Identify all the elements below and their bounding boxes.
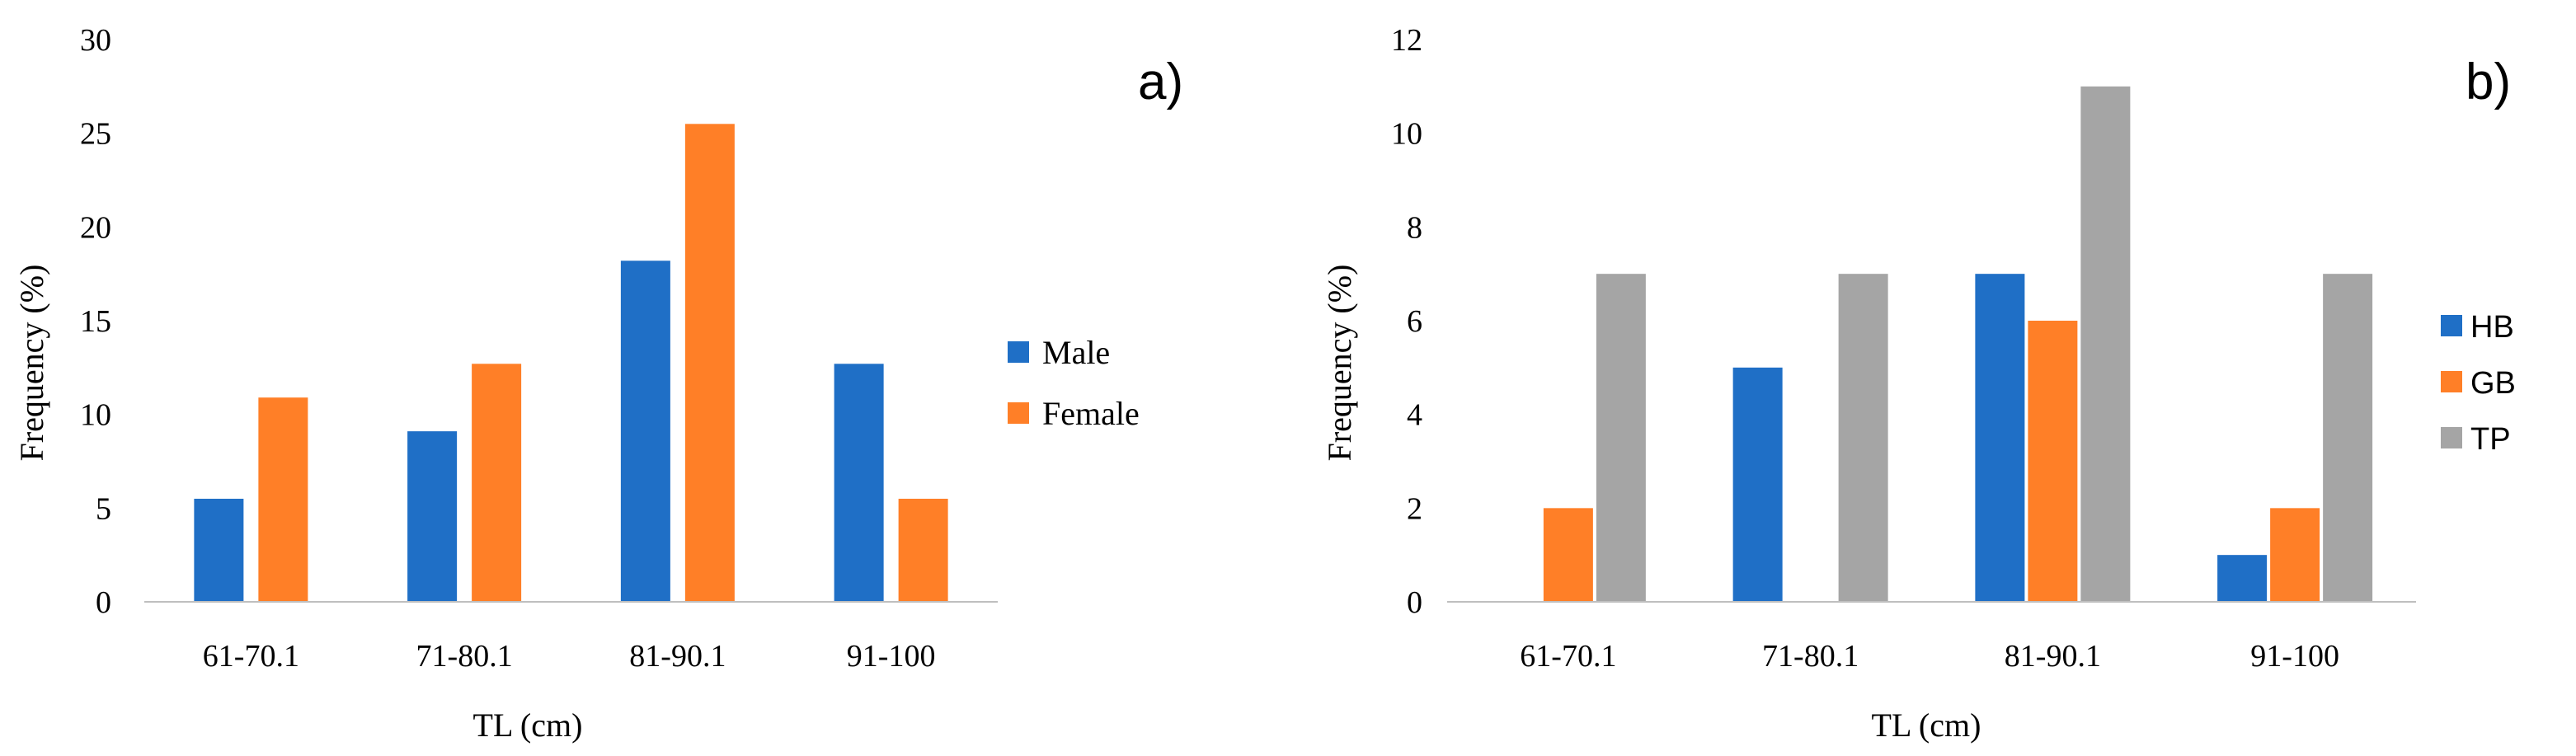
bar-female-91-100 — [898, 498, 948, 602]
x-axis-title-b: TL (cm) — [1872, 707, 1981, 744]
y-tick-label: 10 — [80, 398, 111, 433]
x-category-label: 61-70.1 — [1520, 639, 1616, 674]
legend-swatch-male — [1008, 341, 1029, 363]
x-categories-b: 61-70.1 71-80.1 81-90.1 91-100 — [1520, 639, 2339, 674]
y-tick-label: 0 — [96, 585, 111, 620]
y-ticks-a: 0 5 10 15 20 25 30 — [80, 23, 111, 620]
legend-a: Male Female — [1008, 334, 1140, 432]
legend-label-male: Male — [1042, 334, 1110, 371]
bar-female-71-80.1 — [472, 364, 522, 602]
legend-label-tp: TP — [2470, 422, 2511, 457]
bar-gb-91-100 — [2270, 508, 2320, 602]
panel-label-a: a) — [1138, 54, 1183, 110]
legend-label-gb: GB — [2470, 366, 2516, 401]
y-axis-title-a: Frequency (%) — [13, 265, 50, 462]
chart-panel-a: a) Frequency (%) TL (cm) 0 5 10 15 20 25 30 61… — [13, 23, 1183, 744]
bar-male-61-70.1 — [194, 498, 244, 602]
y-tick-label: 20 — [80, 210, 111, 245]
legend-swatch-hb — [2441, 315, 2462, 336]
y-tick-label: 25 — [80, 117, 111, 152]
legend-label-female: Female — [1042, 395, 1140, 432]
x-category-label: 81-90.1 — [629, 639, 726, 674]
bars-b — [1543, 86, 2373, 603]
x-category-label: 71-80.1 — [1762, 639, 1859, 674]
bar-hb-91-100 — [2217, 555, 2268, 602]
x-categories-a: 61-70.1 71-80.1 81-90.1 91-100 — [203, 639, 936, 674]
bar-gb-61-70.1 — [1543, 508, 1593, 602]
x-category-label: 61-70.1 — [203, 639, 299, 674]
bar-male-71-80.1 — [407, 431, 458, 602]
y-tick-label: 4 — [1407, 398, 1422, 433]
bar-hb-71-80.1 — [1732, 367, 1783, 602]
y-tick-label: 10 — [1391, 117, 1422, 152]
legend-swatch-tp — [2441, 427, 2462, 448]
panel-label-b: b) — [2466, 54, 2511, 110]
bar-female-81-90.1 — [684, 124, 735, 603]
y-tick-label: 2 — [1407, 491, 1422, 526]
y-tick-label: 0 — [1407, 585, 1422, 620]
bar-tp-91-100 — [2323, 274, 2373, 602]
x-category-label: 81-90.1 — [2005, 639, 2101, 674]
bar-male-81-90.1 — [620, 261, 670, 602]
y-tick-label: 6 — [1407, 304, 1422, 339]
y-axis-title-b: Frequency (%) — [1321, 265, 1358, 462]
y-tick-label: 12 — [1391, 23, 1422, 58]
bars-a — [194, 124, 948, 603]
bar-gb-81-90.1 — [2028, 321, 2078, 602]
bar-tp-61-70.1 — [1596, 274, 1646, 602]
bar-male-91-100 — [834, 364, 884, 602]
bar-female-61-70.1 — [258, 397, 308, 602]
legend-swatch-female — [1008, 402, 1029, 424]
x-category-label: 91-100 — [2250, 639, 2339, 674]
legend-b: HB GB TP — [2441, 310, 2516, 457]
y-tick-label: 30 — [80, 23, 111, 58]
bar-tp-71-80.1 — [1838, 274, 1888, 602]
bar-hb-81-90.1 — [1975, 274, 2025, 602]
bar-tp-81-90.1 — [2080, 86, 2131, 603]
legend-label-hb: HB — [2470, 310, 2514, 345]
x-axis-title-a: TL (cm) — [473, 707, 583, 744]
legend-swatch-gb — [2441, 371, 2462, 392]
chart-panel-b: b) Frequency (%) TL (cm) 0 2 4 6 8 10 12 61-70… — [1321, 23, 2516, 744]
y-tick-label: 5 — [96, 491, 111, 526]
x-category-label: 71-80.1 — [416, 639, 513, 674]
x-category-label: 91-100 — [847, 639, 936, 674]
y-tick-label: 8 — [1407, 210, 1422, 245]
y-ticks-b: 0 2 4 6 8 10 12 — [1391, 23, 1422, 620]
y-tick-label: 15 — [80, 304, 111, 339]
